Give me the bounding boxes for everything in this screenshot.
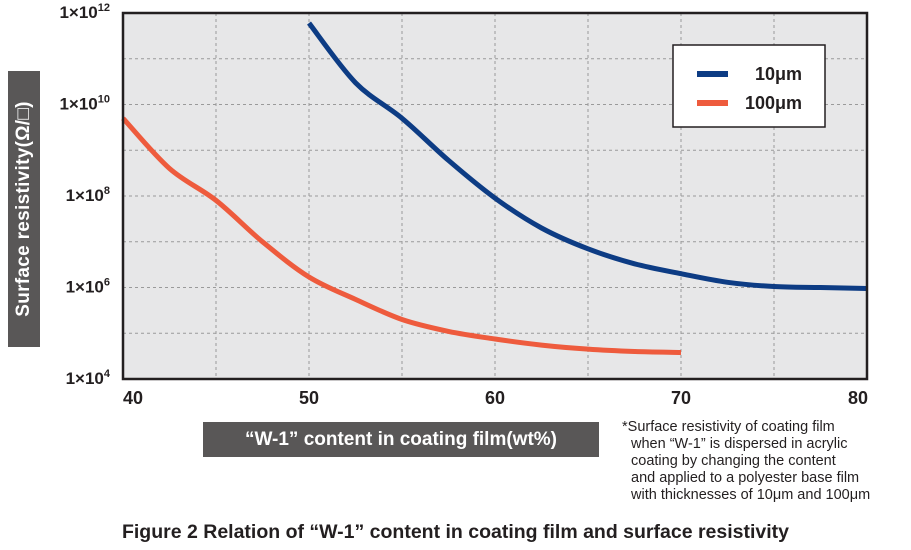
y-tick-label: 1×1012 [59, 2, 110, 22]
series-lines [121, 21, 868, 355]
x-tick-label: 40 [123, 388, 143, 408]
legend-label: 10μm [755, 64, 802, 84]
footnote-line: with thicknesses of 10μm and 100μm [631, 487, 871, 503]
legend-label: 100μm [745, 93, 802, 113]
footnote-line: coating by changing the content [631, 453, 836, 469]
figure-caption: Figure 2 Relation of “W-1” content in co… [121, 521, 790, 543]
y-tick-label: 1×104 [66, 368, 111, 388]
x-tick-label: 50 [299, 388, 319, 408]
y-tick-label: 1×1010 [59, 94, 110, 114]
x-tick-labels: 40 50 60 70 80 [123, 388, 868, 408]
y-tick-labels: 1×104 1×106 1×108 1×1010 1×1012 [59, 2, 110, 388]
legend: 10μm 100μm [672, 44, 826, 128]
y-axis-label: Surface resistivity(Ω/□) [13, 101, 35, 317]
legend-box [672, 44, 826, 128]
footnote: *Surface resistivity of coating film whe… [622, 419, 908, 504]
series-line-2 [121, 116, 682, 355]
series-line-1 [307, 21, 868, 291]
footnote-line: and applied to a polyester base film [631, 470, 860, 486]
y-tick-label: 1×106 [66, 277, 110, 297]
footnote-line: when “W-1” is dispersed in acrylic [631, 436, 848, 452]
y-tick-label: 1×108 [66, 185, 110, 205]
x-tick-label: 60 [485, 388, 505, 408]
y-axis-label-box: Surface resistivity(Ω/□) [8, 71, 40, 347]
footnote-line: *Surface resistivity of coating film [622, 419, 835, 435]
x-axis-label: “W-1” content in coating film(wt%) [203, 422, 599, 457]
chart: 1×104 1×106 1×108 1×1010 1×1012 40 50 60 70 80 1… [59, 2, 869, 408]
x-tick-label: 80 [848, 388, 868, 408]
x-tick-label: 70 [671, 388, 691, 408]
plot-frame [121, 11, 869, 381]
